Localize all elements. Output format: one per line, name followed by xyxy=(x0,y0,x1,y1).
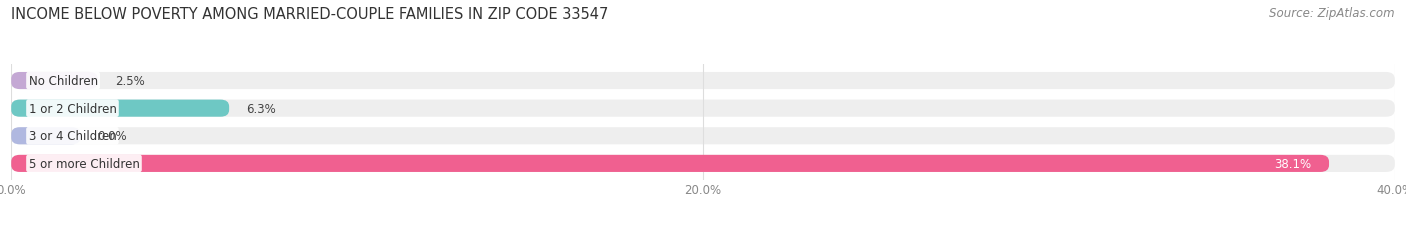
Text: INCOME BELOW POVERTY AMONG MARRIED-COUPLE FAMILIES IN ZIP CODE 33547: INCOME BELOW POVERTY AMONG MARRIED-COUPL… xyxy=(11,7,609,22)
FancyBboxPatch shape xyxy=(11,73,1395,90)
FancyBboxPatch shape xyxy=(11,73,98,90)
FancyBboxPatch shape xyxy=(11,128,1395,145)
Text: 2.5%: 2.5% xyxy=(115,75,145,88)
Text: 0.0%: 0.0% xyxy=(98,130,128,143)
Text: No Children: No Children xyxy=(28,75,97,88)
FancyBboxPatch shape xyxy=(11,155,1395,172)
Text: 38.1%: 38.1% xyxy=(1275,157,1312,170)
FancyBboxPatch shape xyxy=(11,128,80,145)
Text: 6.3%: 6.3% xyxy=(246,102,276,115)
FancyBboxPatch shape xyxy=(11,155,1329,172)
Text: Source: ZipAtlas.com: Source: ZipAtlas.com xyxy=(1270,7,1395,20)
FancyBboxPatch shape xyxy=(11,100,1395,117)
Text: 5 or more Children: 5 or more Children xyxy=(28,157,139,170)
Text: 3 or 4 Children: 3 or 4 Children xyxy=(28,130,117,143)
FancyBboxPatch shape xyxy=(11,100,229,117)
Text: 1 or 2 Children: 1 or 2 Children xyxy=(28,102,117,115)
